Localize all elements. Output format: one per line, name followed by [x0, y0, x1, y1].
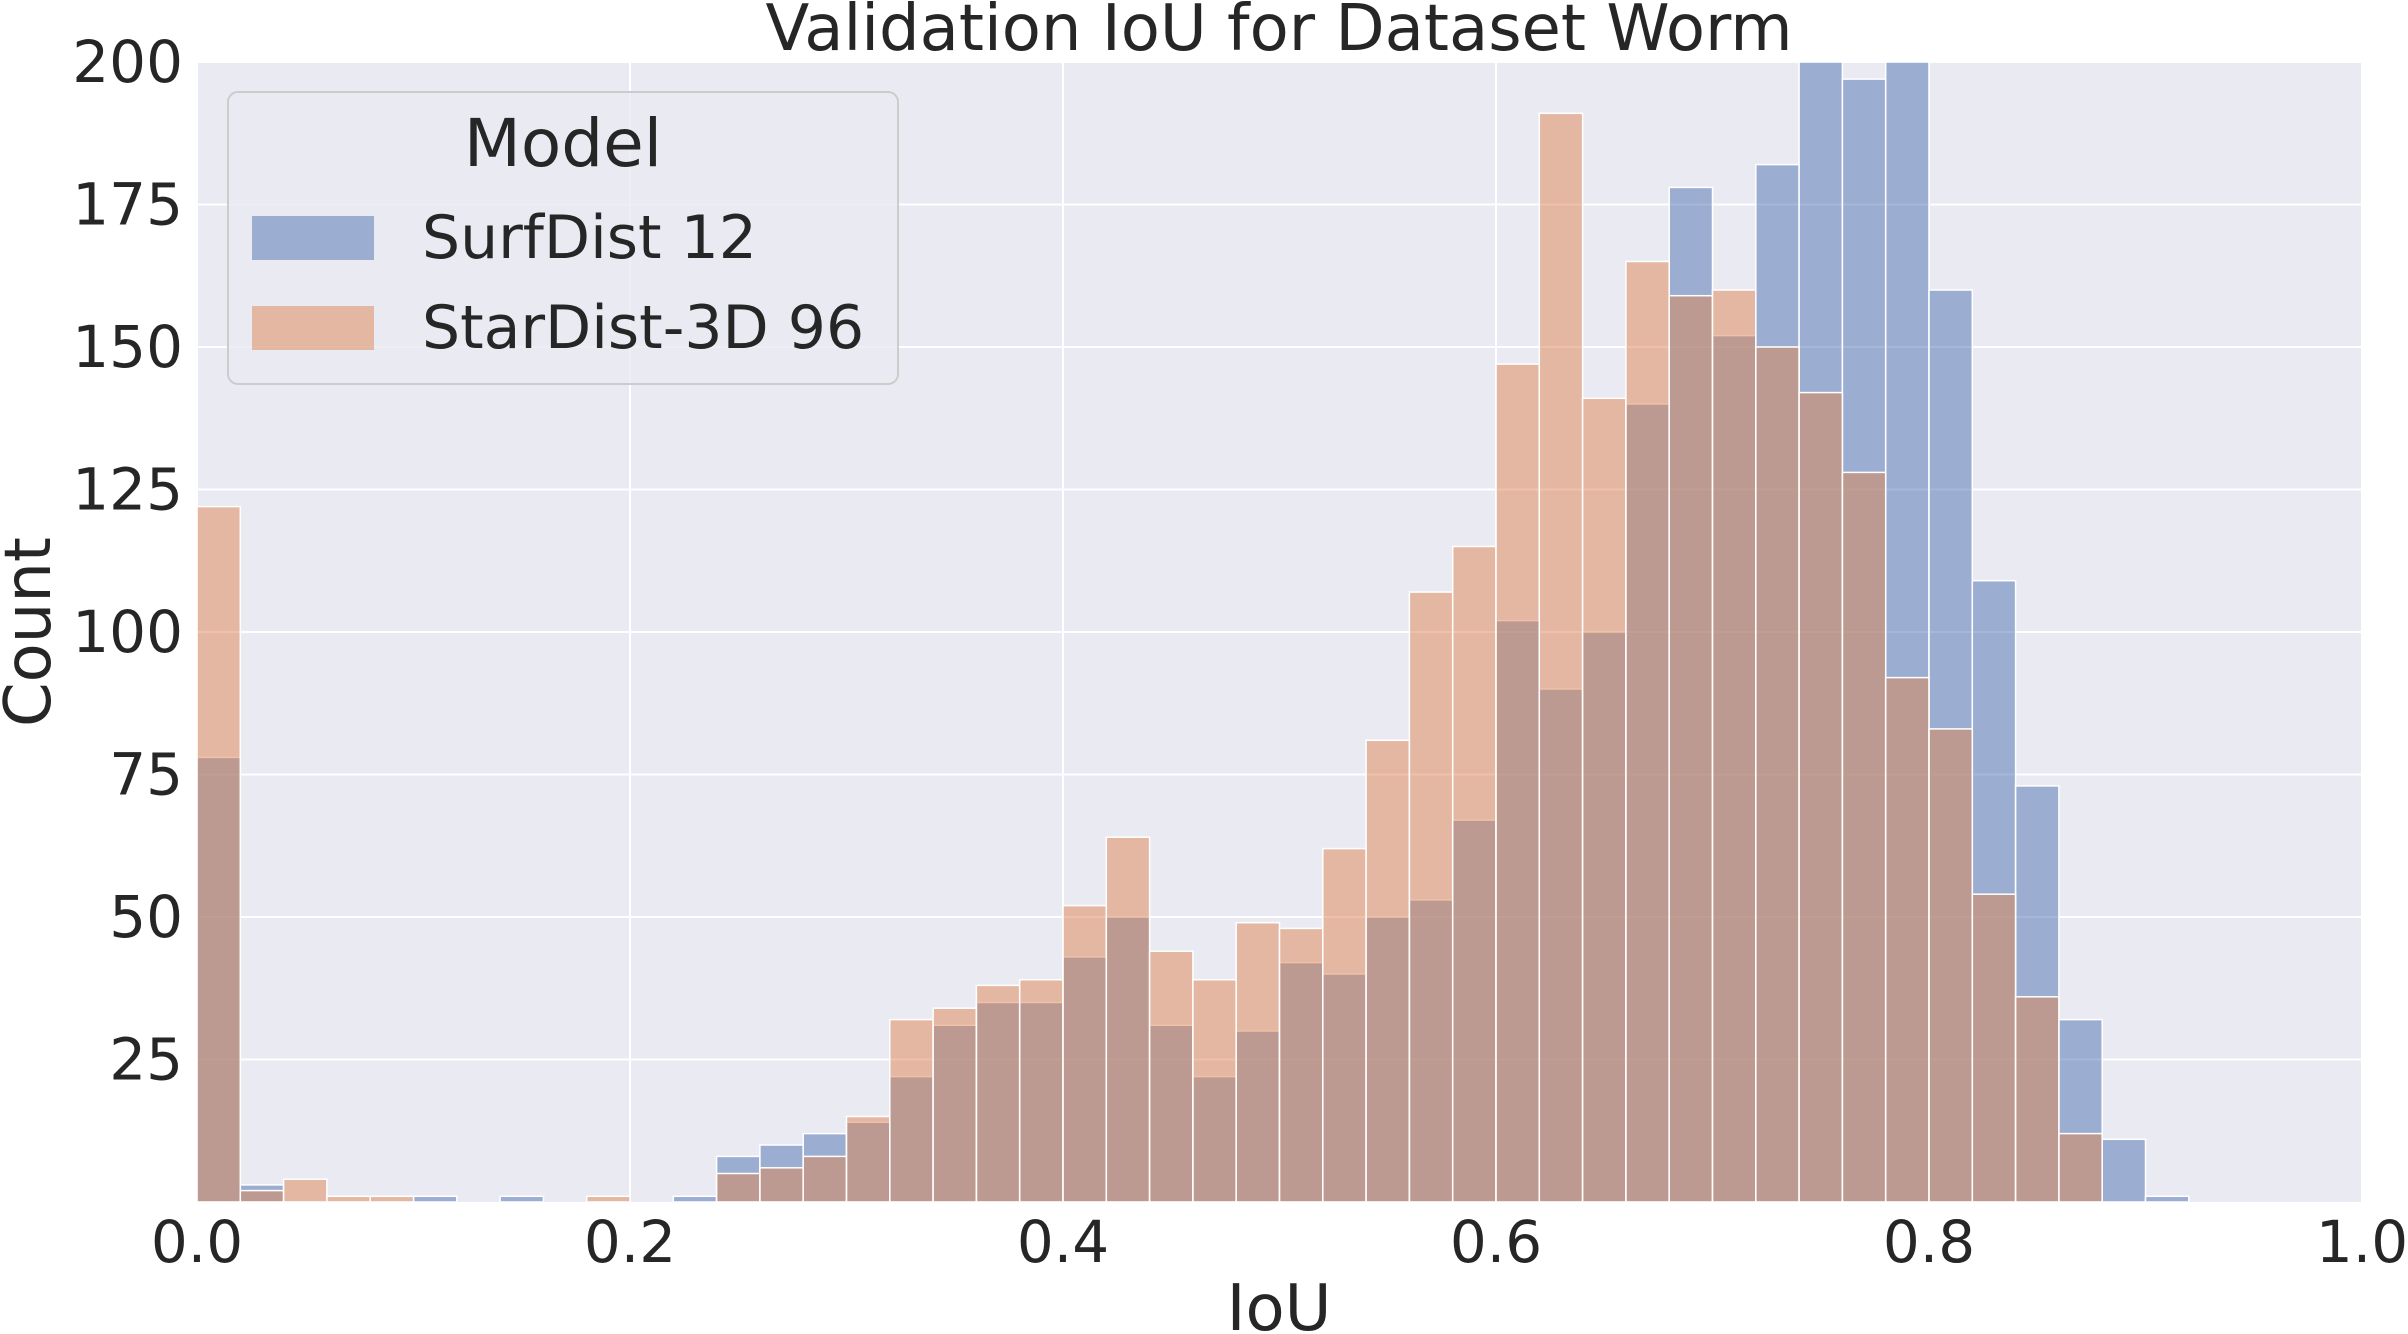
legend-label-surfdist: SurfDist 12 — [422, 203, 757, 273]
bar — [1451, 545, 1497, 1203]
bar — [239, 1189, 285, 1203]
bar — [1148, 950, 1194, 1203]
legend-frame — [227, 91, 899, 385]
bar — [1884, 676, 1930, 1203]
bar — [1668, 294, 1714, 1203]
y-tick-label: 175 — [72, 171, 183, 239]
bar — [1192, 978, 1237, 1203]
y-tick-label: 25 — [109, 1026, 183, 1094]
bar — [845, 1115, 891, 1203]
bar — [326, 1195, 371, 1203]
bar — [715, 1172, 761, 1203]
bar — [282, 1178, 328, 1203]
legend-swatch-surfdist — [252, 216, 374, 260]
bar — [1495, 363, 1541, 1203]
bar — [585, 1195, 631, 1203]
y-tick-label: 100 — [72, 598, 183, 666]
x-axis-ticks: 0.0 0.2 0.4 0.6 0.8 1.0 — [151, 1208, 2408, 1276]
bar — [975, 984, 1021, 1203]
bar — [1018, 978, 1064, 1203]
bar — [2058, 1132, 2103, 1203]
y-tick-label: 50 — [109, 883, 183, 951]
x-tick-label: 0.8 — [1883, 1208, 1975, 1276]
legend: Model SurfDist 12 StarDist-3D 96 — [227, 91, 899, 385]
series-stardist — [196, 112, 2103, 1203]
x-tick-label: 0.6 — [1450, 1208, 1542, 1276]
bar — [412, 1195, 458, 1203]
bar — [1798, 391, 1844, 1203]
bar — [1322, 847, 1367, 1203]
y-tick-label: 125 — [72, 456, 183, 524]
legend-title: Model — [464, 105, 662, 182]
bar — [802, 1155, 848, 1203]
bar — [1841, 471, 1887, 1203]
bar — [1971, 893, 2017, 1203]
x-tick-label: 0.4 — [1017, 1208, 1109, 1276]
bar — [1755, 346, 1800, 1203]
bar — [196, 505, 242, 1203]
bar — [2014, 996, 2060, 1203]
bar — [1365, 739, 1411, 1203]
bar — [2101, 1138, 2147, 1203]
bar — [759, 1167, 804, 1203]
x-tick-label: 0.0 — [151, 1208, 243, 1276]
bar — [1408, 591, 1454, 1203]
histogram-bars — [196, 61, 2190, 1203]
x-tick-label: 1.0 — [2316, 1208, 2408, 1276]
y-axis-title: Count — [0, 537, 66, 727]
bar — [1105, 836, 1151, 1203]
bar — [499, 1195, 545, 1203]
bar — [672, 1195, 718, 1203]
bar — [369, 1195, 415, 1203]
bar — [1581, 397, 1627, 1203]
x-tick-label: 0.2 — [584, 1208, 676, 1276]
bar — [2144, 1195, 2190, 1203]
y-tick-label: 200 — [72, 28, 183, 96]
bar — [932, 1007, 978, 1203]
bar — [1235, 921, 1281, 1203]
bar — [889, 1018, 934, 1203]
bar — [1278, 927, 1324, 1203]
y-tick-label: 75 — [109, 741, 183, 809]
legend-label-stardist: StarDist-3D 96 — [422, 293, 864, 363]
x-axis-title: IoU — [1227, 1272, 1332, 1334]
bar — [1538, 112, 1584, 1203]
y-tick-label: 150 — [72, 313, 183, 381]
bar — [1625, 260, 1670, 1203]
bar — [1928, 728, 1974, 1203]
y-axis-ticks: 25 50 75 100 125 150 175 200 — [72, 28, 183, 1094]
legend-swatch-stardist — [252, 306, 374, 350]
bar — [1062, 904, 1108, 1203]
bar — [1711, 289, 1757, 1203]
chart-title: Validation IoU for Dataset Worm — [765, 0, 1792, 66]
